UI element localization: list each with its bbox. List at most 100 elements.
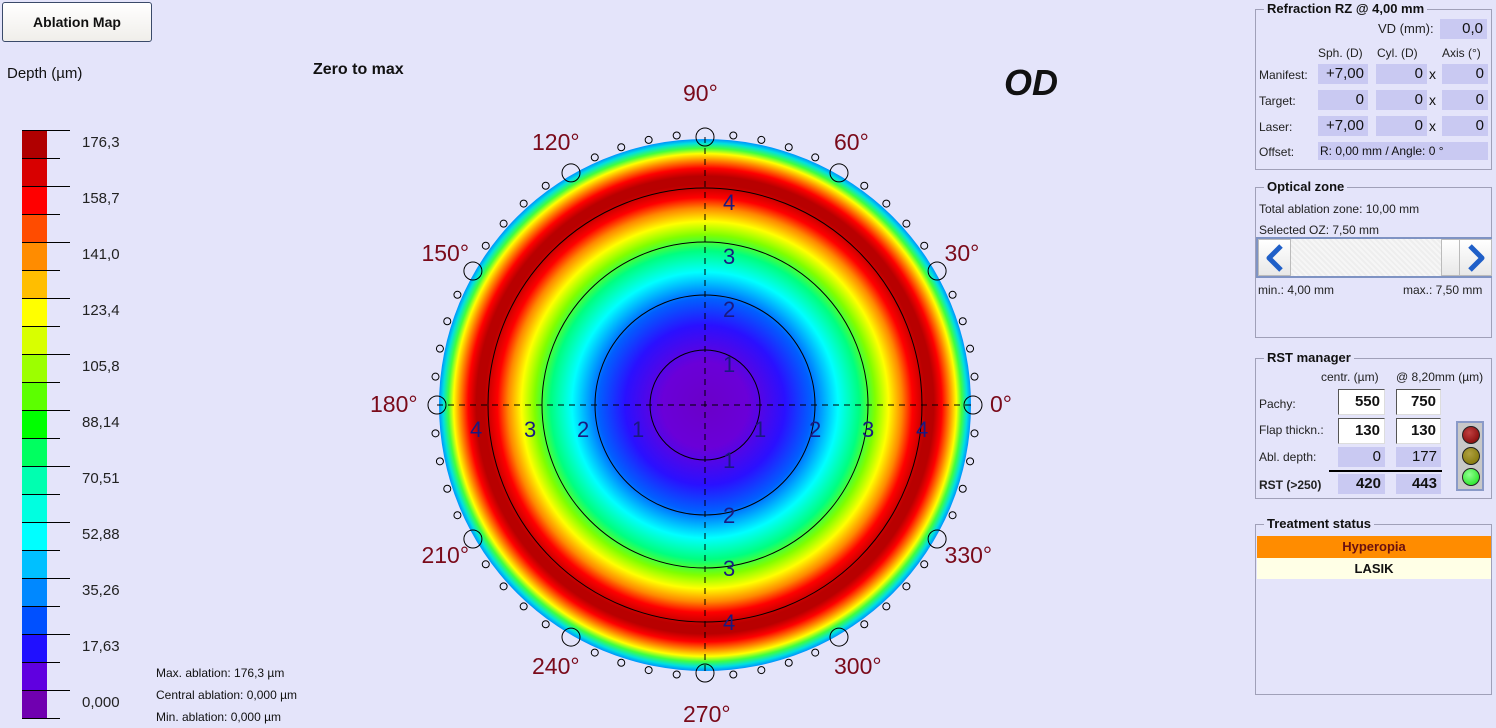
vd-label: VD (mm): (1378, 21, 1434, 36)
scale-mode-label: Zero to max (313, 61, 404, 78)
major-angle-marker (927, 529, 947, 549)
colorbar-segment (22, 522, 47, 550)
angle-label-270: 270° (683, 701, 731, 727)
ring-label: 2 (577, 417, 589, 442)
colorbar-title: Depth (µm) (7, 65, 83, 82)
ring-label: 4 (916, 417, 928, 442)
colorbar-segment (22, 662, 47, 690)
ring-label: 4 (723, 190, 735, 215)
target-cyl[interactable]: 0 (1376, 90, 1427, 110)
minor-angle-marker (672, 670, 681, 679)
angle-label-120: 120° (532, 129, 580, 156)
offset-value[interactable]: R: 0,00 mm / Angle: 0 ° (1318, 142, 1488, 160)
chevron-right-icon (1467, 243, 1484, 272)
target-sph[interactable]: 0 (1318, 90, 1368, 110)
major-angle-marker (561, 163, 581, 183)
oz-slider[interactable] (1256, 237, 1492, 278)
major-angle-marker (561, 627, 581, 647)
minor-angle-marker (920, 241, 929, 250)
col-cyl: Cyl. (D) (1377, 46, 1418, 60)
optical-zone-title: Optical zone (1264, 179, 1348, 194)
colorbar-segment (22, 214, 47, 242)
minor-angle-marker (958, 484, 967, 493)
colorbar-tick (22, 634, 70, 635)
target-axis[interactable]: 0 (1442, 90, 1488, 110)
colorbar-segment (22, 438, 47, 466)
flap-edge-input[interactable]: 130 (1396, 418, 1441, 444)
laser-cyl[interactable]: 0 (1376, 116, 1427, 136)
treatment-status-group: Treatment status (1255, 516, 1492, 695)
minor-angle-marker (541, 181, 550, 190)
central-ablation: Central ablation: 0,000 µm (156, 688, 297, 702)
pachy-central-input[interactable]: 550 (1338, 389, 1385, 415)
oz-slider-thumb[interactable] (1441, 239, 1459, 276)
minor-angle-marker (617, 143, 626, 152)
colorbar-label: 176,3 (82, 134, 120, 151)
minor-angle-marker (617, 658, 626, 667)
minor-angle-marker (811, 648, 820, 657)
target-label: Target: (1259, 94, 1296, 108)
oz-decrease-button[interactable] (1258, 239, 1291, 276)
oz-increase-button[interactable] (1459, 239, 1492, 276)
manifest-axis[interactable]: 0 (1442, 64, 1488, 84)
perimeter-markers (427, 127, 983, 683)
ring-label: 2 (723, 503, 735, 528)
colorbar-tick (22, 214, 60, 215)
rst-label: RST (>250) (1259, 478, 1322, 492)
angle-label-330: 330° (944, 542, 993, 568)
status-hyperopia: Hyperopia (1257, 536, 1491, 558)
pachy-edge-input[interactable]: 750 (1396, 389, 1441, 415)
colorbar-tick (22, 242, 70, 243)
minor-angle-marker (431, 429, 440, 438)
flap-central-input[interactable]: 130 (1338, 418, 1385, 444)
minor-angle-marker (590, 153, 599, 162)
colorbar-tick (22, 270, 60, 271)
major-angle-marker (463, 261, 483, 281)
colorbar-label: 123,4 (82, 302, 120, 319)
minor-angle-marker (948, 290, 957, 299)
minor-angle-marker (966, 457, 975, 466)
colorbar-segment (22, 494, 47, 522)
laser-sph[interactable]: +7,00 (1318, 116, 1368, 136)
minor-angle-marker (453, 290, 462, 299)
minor-angle-marker (784, 658, 793, 667)
major-angle-marker (829, 163, 849, 183)
total-zone: Total ablation zone: 10,00 mm (1259, 202, 1420, 216)
treatment-status-title: Treatment status (1264, 516, 1375, 531)
manifest-label: Manifest: (1259, 68, 1308, 82)
colorbar-segment (22, 354, 47, 382)
minor-angle-marker (902, 219, 911, 228)
vd-value[interactable]: 0,0 (1440, 19, 1487, 39)
rst-manager-title: RST manager (1264, 350, 1354, 365)
major-angle-marker (695, 663, 715, 683)
manifest-sph[interactable]: +7,00 (1318, 64, 1368, 84)
min-ablation: Min. ablation: 0,000 µm (156, 710, 281, 724)
colorbar-segment (22, 298, 47, 326)
colorbar-segment (22, 410, 47, 438)
x-sep: x (1429, 92, 1436, 108)
colorbar-tick (22, 522, 70, 523)
minor-angle-marker (590, 648, 599, 657)
ablation-map-button[interactable]: Ablation Map (2, 2, 152, 42)
minor-angle-marker (958, 317, 967, 326)
minor-angle-marker (757, 666, 766, 675)
offset-label: Offset: (1259, 145, 1295, 159)
angle-label-240: 240° (532, 652, 580, 679)
selected-oz: Selected OZ: 7,50 mm (1259, 223, 1380, 237)
laser-axis[interactable]: 0 (1442, 116, 1488, 136)
col-sph: Sph. (D) (1318, 46, 1363, 60)
manifest-cyl[interactable]: 0 (1376, 64, 1427, 84)
minor-angle-marker (672, 131, 681, 140)
laser-label: Laser: (1259, 120, 1293, 134)
ring-label: 3 (524, 417, 536, 442)
angle-label-60: 60° (834, 129, 869, 156)
colorbar-tick (22, 606, 60, 607)
max-ablation: Max. ablation: 176,3 µm (156, 666, 285, 680)
major-angle-marker (695, 127, 715, 147)
colorbar-segment (22, 158, 47, 186)
angle-label-300: 300° (834, 652, 882, 679)
minor-angle-marker (729, 670, 738, 679)
colorbar-tick (22, 410, 70, 411)
major-angle-marker (427, 395, 447, 415)
